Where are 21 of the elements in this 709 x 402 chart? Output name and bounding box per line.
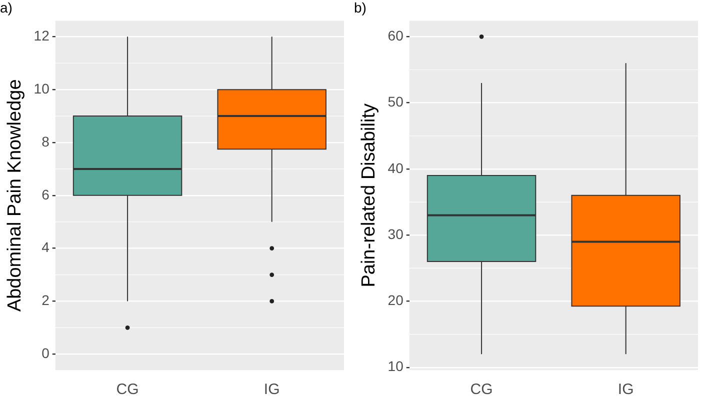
y-tick-label: 2 [42,292,50,308]
x-tick-label: CG [116,381,139,398]
y-tick-label: 10 [388,358,404,374]
chart-title: b) [354,0,366,16]
y-tick-label: 4 [42,239,50,256]
y-tick-label: 60 [388,28,404,44]
x-tick-label: IG [264,381,280,398]
x-tick-label: IG [618,381,634,398]
y-tick-label: 0 [42,344,50,361]
y-tick-label: 20 [388,292,404,308]
y-axis-title: Pain-related Disability [358,103,380,288]
y-tick-label: 8 [42,133,50,150]
x-tick-label: CG [470,381,493,398]
y-tick-label: 50 [388,94,404,110]
y-axis-title: Abdominal Pain Knowledge [4,79,26,312]
y-tick-label: 10 [34,80,50,96]
y-tick-label: 12 [34,28,50,44]
chart-title: a) [0,0,12,16]
y-tick-label: 40 [388,160,404,176]
y-tick-label: 6 [42,186,50,202]
y-tick-label: 30 [388,226,404,242]
